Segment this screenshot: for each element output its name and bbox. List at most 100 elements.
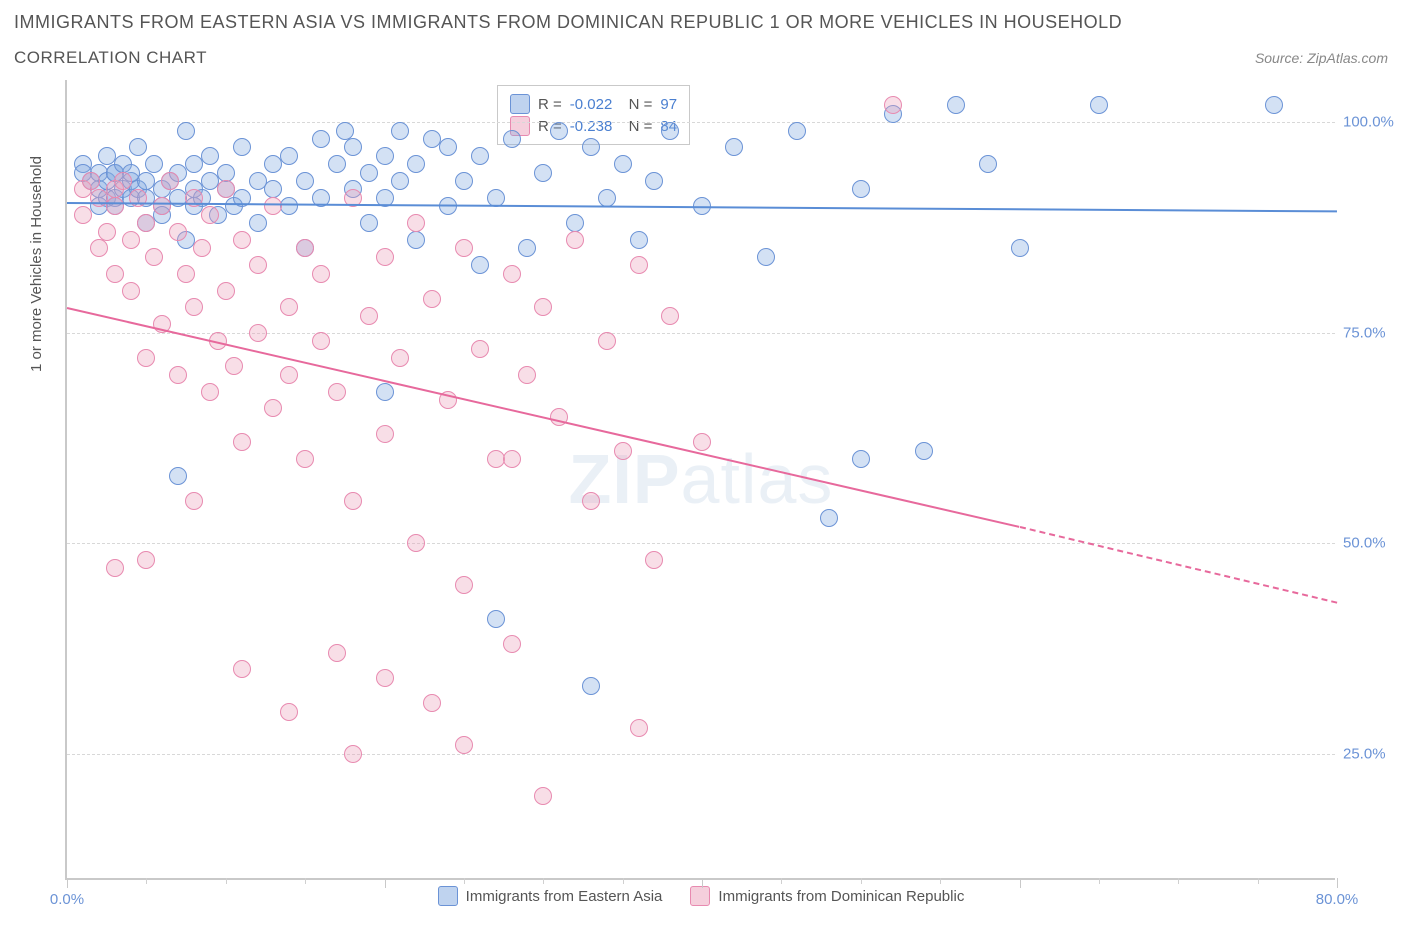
data-point (280, 298, 298, 316)
data-point (360, 214, 378, 232)
data-point (169, 467, 187, 485)
y-tick-label: 50.0% (1343, 535, 1403, 552)
data-point (725, 138, 743, 156)
data-point (630, 719, 648, 737)
data-point (129, 138, 147, 156)
data-point (455, 239, 473, 257)
data-point (391, 172, 409, 190)
data-point (344, 492, 362, 510)
data-point (407, 214, 425, 232)
data-point (233, 231, 251, 249)
data-point (328, 155, 346, 173)
data-point (344, 138, 362, 156)
legend-stat-row: R = -0.022 N = 97 (510, 94, 677, 114)
data-point (820, 509, 838, 527)
x-tick (623, 878, 624, 884)
data-point (550, 122, 568, 140)
data-point (614, 155, 632, 173)
data-point (74, 206, 92, 224)
data-point (566, 231, 584, 249)
data-point (582, 492, 600, 510)
data-point (614, 442, 632, 460)
data-point (566, 214, 584, 232)
data-point (455, 736, 473, 754)
data-point (137, 214, 155, 232)
data-point (185, 492, 203, 510)
data-point (233, 138, 251, 156)
legend-stats-box: R = -0.022 N = 97R = -0.238 N = 84 (497, 85, 690, 145)
data-point (201, 383, 219, 401)
data-point (947, 96, 965, 114)
x-tick (305, 878, 306, 884)
trend-line (67, 307, 1020, 528)
data-point (503, 450, 521, 468)
data-point (582, 138, 600, 156)
data-point (455, 172, 473, 190)
data-point (376, 147, 394, 165)
x-tick (781, 878, 782, 884)
scatter-plot: ZIPatlas R = -0.022 N = 97R = -0.238 N =… (65, 80, 1335, 880)
data-point (407, 534, 425, 552)
legend-item: Immigrants from Eastern Asia (438, 886, 663, 906)
data-point (217, 164, 235, 182)
legend-swatch (438, 886, 458, 906)
x-tick (1258, 878, 1259, 884)
data-point (598, 332, 616, 350)
x-tick (464, 878, 465, 884)
data-point (645, 551, 663, 569)
data-point (598, 189, 616, 207)
data-point (630, 256, 648, 274)
data-point (328, 644, 346, 662)
source-label: Source: ZipAtlas.com (1255, 50, 1388, 66)
data-point (360, 307, 378, 325)
data-point (693, 433, 711, 451)
data-point (661, 307, 679, 325)
data-point (534, 298, 552, 316)
data-point (312, 265, 330, 283)
data-point (217, 180, 235, 198)
data-point (455, 576, 473, 594)
x-tick (702, 878, 703, 888)
data-point (979, 155, 997, 173)
data-point (90, 239, 108, 257)
y-axis-label: 1 or more Vehicles in Household (28, 156, 45, 372)
data-point (518, 239, 536, 257)
data-point (534, 164, 552, 182)
data-point (122, 282, 140, 300)
data-point (264, 399, 282, 417)
x-tick (1099, 878, 1100, 884)
data-point (98, 223, 116, 241)
data-point (137, 349, 155, 367)
data-point (852, 450, 870, 468)
bottom-legend: Immigrants from Eastern Asia Immigrants f… (67, 886, 1335, 910)
data-point (503, 635, 521, 653)
data-point (471, 340, 489, 358)
data-point (407, 155, 425, 173)
data-point (407, 231, 425, 249)
x-tick (67, 878, 68, 888)
data-point (582, 677, 600, 695)
x-tick (146, 878, 147, 884)
data-point (645, 172, 663, 190)
data-point (106, 559, 124, 577)
gridline (67, 754, 1335, 755)
data-point (137, 551, 155, 569)
data-point (376, 383, 394, 401)
data-point (106, 265, 124, 283)
data-point (106, 197, 124, 215)
data-point (249, 324, 267, 342)
data-point (439, 138, 457, 156)
legend-item: Immigrants from Dominican Republic (690, 886, 964, 906)
data-point (884, 96, 902, 114)
y-tick-label: 75.0% (1343, 324, 1403, 341)
x-tick (1020, 878, 1021, 888)
data-point (423, 290, 441, 308)
x-tick-label: 0.0% (50, 891, 84, 908)
data-point (423, 694, 441, 712)
data-point (1090, 96, 1108, 114)
gridline (67, 122, 1335, 123)
data-point (503, 265, 521, 283)
data-point (661, 122, 679, 140)
chart-title-line2: CORRELATION CHART (14, 48, 207, 68)
data-point (471, 256, 489, 274)
